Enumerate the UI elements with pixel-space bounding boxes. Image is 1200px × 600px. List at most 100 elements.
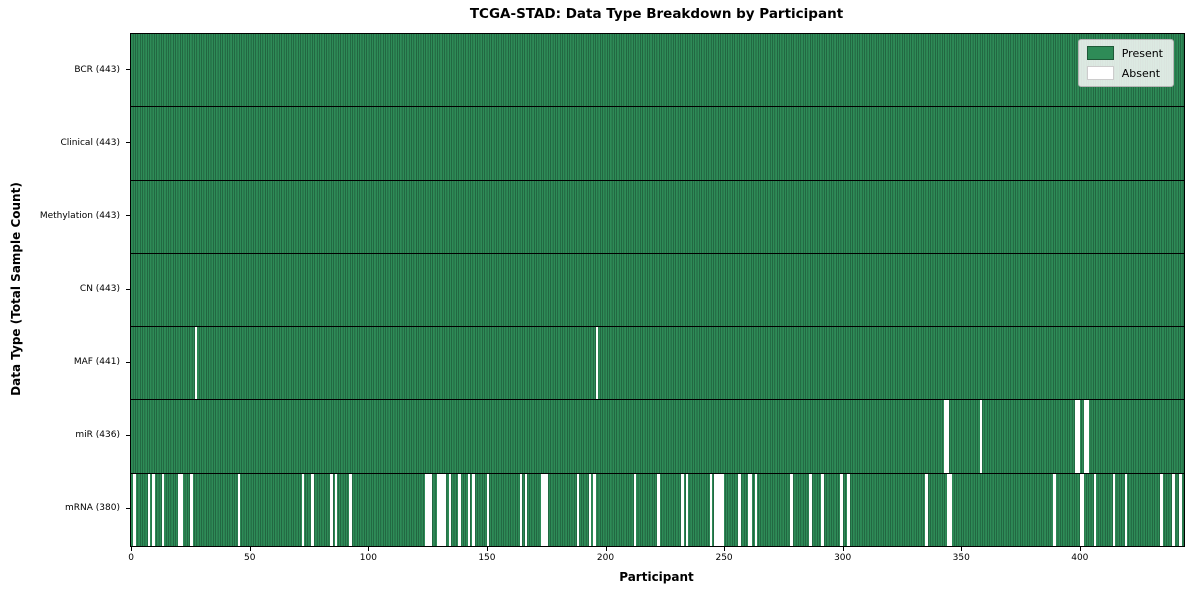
- absent-stripe: [946, 400, 950, 473]
- absent-stripe: [194, 327, 198, 400]
- absent-stripe: [330, 473, 333, 546]
- x-tick-mark: [605, 546, 607, 551]
- absent-stripe: [709, 473, 713, 546]
- absent-stripe: [237, 473, 241, 546]
- x-tick-mark: [486, 546, 488, 551]
- heatmap-row-methylation: [131, 180, 1184, 254]
- absent-stripe: [809, 473, 812, 546]
- absent-stripe: [311, 473, 314, 546]
- absent-stripe: [1124, 473, 1128, 546]
- x-tick-label-0: 0: [128, 552, 135, 563]
- absent-stripe: [524, 473, 528, 546]
- absent-stripe: [979, 400, 983, 473]
- absent-stripe: [1172, 473, 1175, 546]
- y-tick-mark: [126, 434, 130, 436]
- absent-stripe: [593, 473, 596, 546]
- absent-stripe: [721, 473, 724, 546]
- x-tick-mark: [249, 546, 251, 551]
- absent-stripe: [425, 473, 428, 546]
- absent-stripe: [925, 473, 928, 546]
- absent-stripe: [633, 473, 637, 546]
- absent-stripe: [190, 473, 193, 546]
- legend-swatch-absent: [1086, 66, 1114, 80]
- absent-stripe: [543, 473, 547, 546]
- x-tick-mark: [131, 546, 133, 551]
- absent-stripe: [472, 473, 475, 546]
- legend: Present Absent: [1077, 39, 1174, 87]
- x-tick-label-350: 350: [952, 552, 970, 563]
- absent-stripe: [685, 473, 689, 546]
- x-tick-label-250: 250: [715, 552, 733, 563]
- chart-title: TCGA-STAD: Data Type Breakdown by Partic…: [469, 6, 844, 22]
- absent-stripe: [1179, 473, 1182, 546]
- y-tick-label-mir: miR (436): [75, 430, 120, 441]
- y-tick-mark: [126, 69, 130, 71]
- legend-entry-absent: Absent: [1086, 66, 1163, 80]
- absent-stripe: [847, 473, 850, 546]
- absent-stripe: [1053, 473, 1056, 546]
- absent-stripe: [1074, 400, 1078, 473]
- absent-stripe: [1112, 473, 1116, 546]
- y-tick-label-bcr: BCR (443): [74, 64, 120, 75]
- absent-stripe: [427, 473, 430, 546]
- legend-swatch-present: [1086, 46, 1114, 60]
- absent-stripe: [754, 473, 758, 546]
- heatmap-rows: [131, 34, 1184, 546]
- x-tick-label-400: 400: [1071, 552, 1089, 563]
- absent-stripe: [180, 473, 184, 546]
- absent-stripe: [1086, 400, 1090, 473]
- y-tick-label-mrna: mRNA (380): [65, 503, 120, 514]
- absent-stripe: [738, 473, 741, 546]
- absent-stripe: [588, 473, 592, 546]
- absent-stripe: [545, 473, 549, 546]
- y-tick-label-methylation: Methylation (443): [39, 210, 120, 221]
- y-tick-label-cn: CN (443): [79, 284, 120, 294]
- y-axis: BCR (443) Clinical (443) Methylation (443)…: [0, 33, 130, 545]
- absent-stripe: [719, 473, 722, 546]
- absent-stripe: [486, 473, 490, 546]
- absent-stripe: [541, 473, 544, 546]
- absent-stripe: [1077, 400, 1080, 473]
- heatmap-row-mrna: [131, 473, 1184, 546]
- absent-stripe: [1079, 473, 1083, 546]
- absent-stripe: [429, 473, 433, 546]
- absent-stripe: [840, 473, 843, 546]
- x-tick-mark: [1079, 546, 1081, 551]
- y-tick-mark: [126, 142, 130, 144]
- absent-stripe: [949, 473, 952, 546]
- x-tick-mark: [961, 546, 963, 551]
- absent-stripe: [519, 473, 523, 546]
- absent-stripe: [133, 473, 136, 546]
- plot-area: Present Absent: [130, 33, 1185, 547]
- x-tick-label-150: 150: [478, 552, 496, 563]
- heatmap-row-cn: [131, 253, 1184, 328]
- absent-stripe: [178, 473, 181, 546]
- absent-stripe: [436, 473, 440, 546]
- absent-stripe: [821, 473, 824, 546]
- heatmap-row-clinical: [131, 107, 1184, 181]
- y-tick-mark: [126, 288, 130, 290]
- absent-stripe: [595, 327, 599, 400]
- y-tick-label-maf: MAF (441): [73, 357, 120, 368]
- heatmap-row-bcr: [131, 34, 1184, 108]
- y-tick-mark: [126, 507, 130, 509]
- heatmap-row-mir: [131, 400, 1184, 474]
- y-tick-mark: [126, 215, 130, 217]
- x-tick-label-200: 200: [596, 552, 615, 563]
- absent-stripe: [944, 400, 947, 473]
- absent-stripe: [1081, 473, 1085, 546]
- legend-label-present: Present: [1121, 46, 1163, 60]
- x-tick-label-300: 300: [834, 552, 852, 563]
- absent-stripe: [349, 473, 352, 546]
- absent-stripe: [334, 473, 338, 546]
- legend-label-absent: Absent: [1121, 66, 1161, 80]
- absent-stripe: [576, 473, 580, 546]
- x-tick-label-50: 50: [244, 552, 256, 563]
- x-axis: 0 50 100 150 200 250 300 350 400: [128, 546, 1183, 577]
- absent-stripe: [747, 473, 751, 546]
- x-tick-mark: [724, 546, 726, 551]
- absent-stripe: [716, 473, 720, 546]
- x-tick-mark: [368, 546, 370, 551]
- absent-stripe: [657, 473, 660, 546]
